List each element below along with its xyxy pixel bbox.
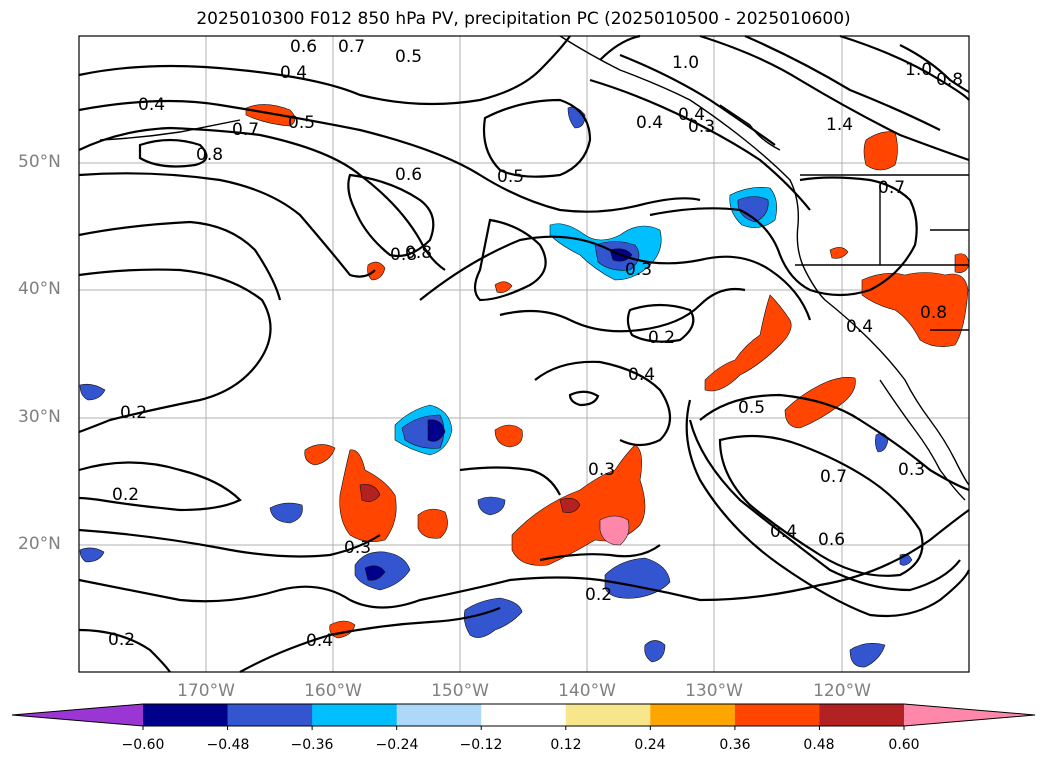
contour-labels: 0.4 0.5 0.6 0.7 0.8 0.4 0.7 0.5 0.8 0.6 … [108, 37, 963, 651]
contour-label: 1.0 [672, 53, 699, 73]
contour-label: 0.8 [196, 145, 223, 165]
colorbar-tick-label: 0.60 [888, 737, 920, 753]
map-background [79, 36, 969, 672]
map-frame [78, 35, 970, 673]
contour-label: 0.5 [738, 398, 765, 418]
contour-label: 0.3 [625, 260, 652, 280]
contour-label: 0.4 [280, 63, 307, 83]
colorbar-extend-low [12, 704, 143, 726]
contour-label: 0.7 [232, 120, 259, 140]
coastlines [99, 35, 970, 501]
colorbar-tick-label: −0.60 [121, 737, 165, 753]
lon-label: 160°W [304, 681, 362, 701]
contour-label: 0.4 [306, 631, 333, 651]
contour-label: 0.7 [338, 37, 365, 57]
colorbar-segment [819, 704, 905, 726]
lat-label: 40°N [18, 279, 61, 299]
map-title: 2025010300 F012 850 hPa PV, precipitatio… [196, 9, 851, 29]
colorbar-segment [396, 704, 482, 726]
colorbar-segment [312, 704, 398, 726]
contour-label: 0.3 [588, 460, 615, 480]
contour-label: 0.4 [678, 105, 705, 125]
colorbar-tick-label: 0.36 [719, 737, 751, 753]
colorbar-tick-label: −0.12 [459, 737, 503, 753]
colorbar-segment [650, 704, 736, 726]
contour-label: 0.4 [846, 317, 873, 337]
lat-label: 50°N [18, 152, 61, 172]
colorbar-segment [481, 704, 567, 726]
colorbar-segment [734, 704, 820, 726]
contour-label: 0.7 [820, 467, 847, 487]
contour-label: 0.8 [920, 303, 947, 323]
contour-label: 0.8 [405, 243, 432, 263]
contour-label: 0.7 [878, 178, 905, 198]
lat-label: 20°N [18, 534, 61, 554]
colorbar-segment [143, 704, 229, 726]
contour-label: 0.3 [898, 460, 925, 480]
contour-label: 0.5 [497, 167, 524, 187]
contour-label: 0.3 [688, 117, 715, 137]
contour-label: 0.4 [636, 113, 663, 133]
colorbar-segment [565, 704, 651, 726]
contour-label: 0.5 [288, 113, 315, 133]
contour-label: 0.8 [936, 70, 963, 90]
colorbar-tick-label: −0.24 [375, 737, 419, 753]
lat-label: 30°N [18, 407, 61, 427]
contour-label: 1.0 [905, 60, 932, 80]
contour-label: 0.4 [628, 365, 655, 385]
colorbar-tick-label: −0.36 [290, 737, 334, 753]
colorbar-segment [227, 704, 313, 726]
contour-label: 0.2 [108, 630, 135, 650]
contour-label: 0.4 [138, 95, 165, 115]
contour-label: 0.2 [648, 328, 675, 348]
lon-label: 130°W [685, 681, 743, 701]
contour-label: 0.8 [390, 245, 417, 265]
colorbar-tick-label: 0.24 [634, 737, 666, 753]
contour-label: 0.6 [290, 37, 317, 57]
contour-label: 0.2 [112, 485, 139, 505]
precip-positive-shading [245, 104, 970, 639]
lon-label: 170°W [177, 681, 235, 701]
contour-label: 0.2 [120, 403, 147, 423]
contour-label: 0.6 [818, 530, 845, 550]
pv-contours [78, 34, 971, 673]
contour-label: 0.6 [395, 165, 422, 185]
lon-label: 150°W [431, 681, 489, 701]
colorbar-tick-label: 0.12 [550, 737, 582, 753]
precip-negative-shading [79, 106, 913, 668]
colorbar [11, 703, 1036, 730]
lon-label: 140°W [558, 681, 616, 701]
contour-label: 0.5 [395, 47, 422, 67]
colorbar-tick-label: 0.48 [803, 737, 835, 753]
contour-label: 1.4 [826, 115, 853, 135]
colorbar-extend-high [904, 704, 1035, 726]
colorbar-tick-label: −0.48 [206, 737, 250, 753]
contour-label: 0.2 [585, 585, 612, 605]
contour-label: 0.4 [770, 522, 797, 542]
contour-label: 0.3 [344, 538, 371, 558]
gridlines [79, 36, 969, 672]
lon-label: 120°W [813, 681, 871, 701]
